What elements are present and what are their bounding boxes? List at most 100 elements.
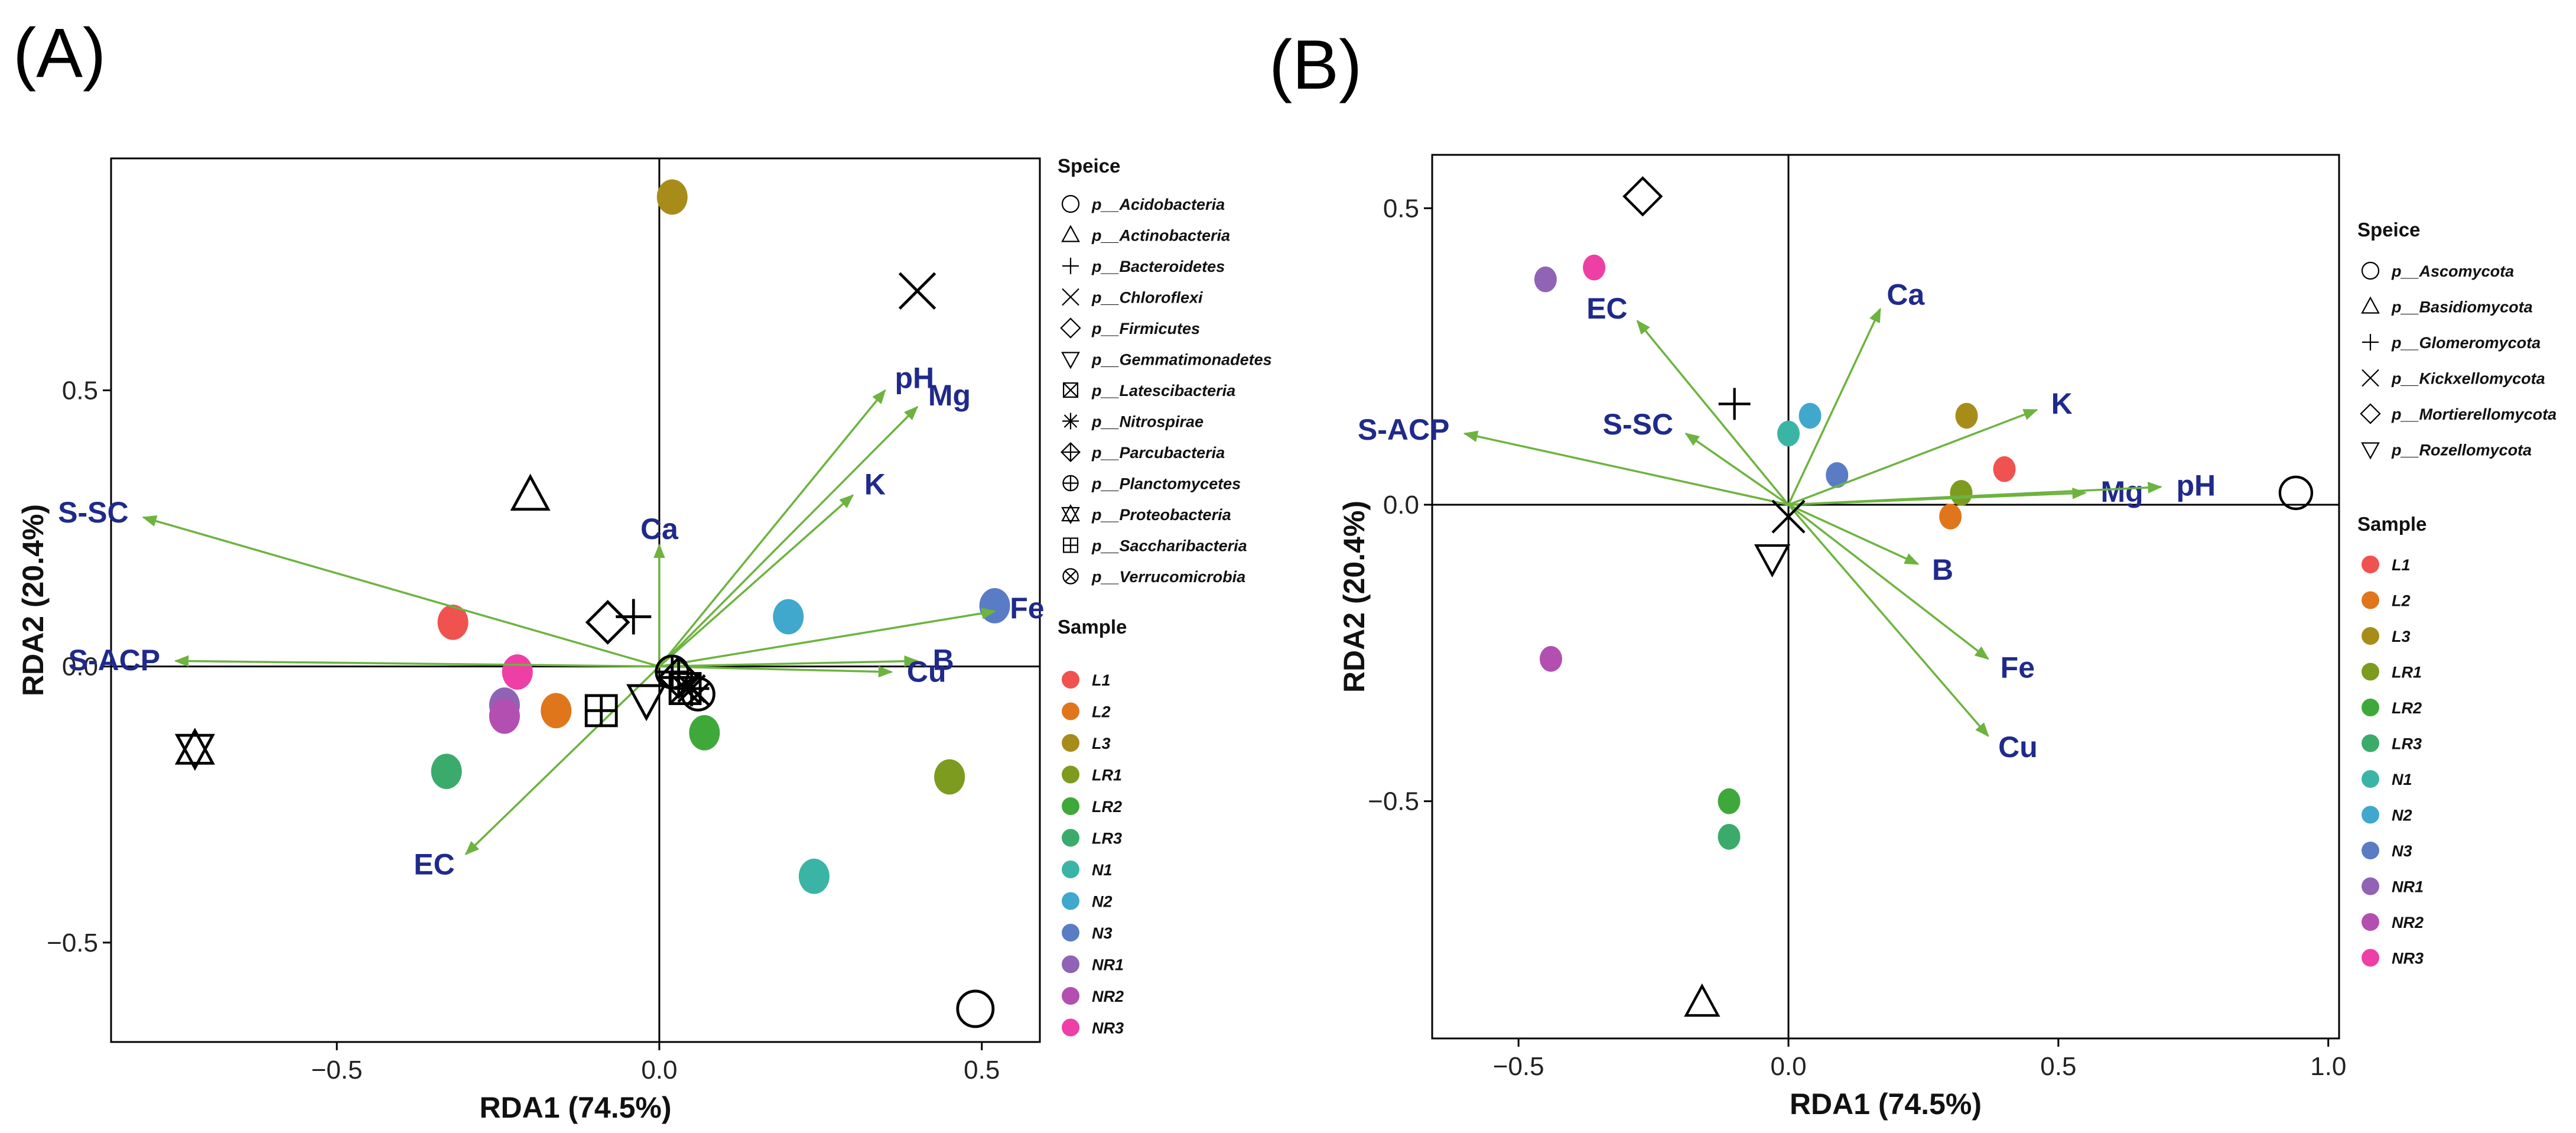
y-tick-label: 0.0	[62, 652, 98, 681]
sample-point-nr2	[489, 698, 520, 734]
species-point-circle-plus	[655, 654, 690, 690]
vector-label-ph: pH	[2176, 469, 2216, 502]
sample-point-n1	[1777, 420, 1800, 447]
species-point-triangle-down	[626, 684, 667, 722]
sample-point-lr3	[431, 754, 462, 790]
y-tick-label: 0.5	[1383, 194, 1419, 223]
legend-sample-n3-swatch	[1062, 924, 1079, 942]
species-point-cross	[1771, 499, 1806, 534]
legend-species-square-plus-icon	[1062, 537, 1079, 553]
sample-point-lr2	[1718, 788, 1741, 814]
legend-species-label: p__Gemmatimonadetes	[1091, 351, 1272, 369]
sample-point-l2	[541, 693, 572, 729]
panel-a: (A) −0.5 0.0 0.5 −0.5 0.0 0.5 RDA1 (74.5%) RDA2 …	[13, 14, 1272, 1124]
vector-ca	[1787, 307, 1881, 505]
sample-point-n1	[798, 858, 830, 894]
vector-label-s-sc: S-SC	[58, 496, 128, 529]
legend-sample-l2-swatch	[1062, 702, 1079, 720]
y-tick-label: 0.0	[1383, 491, 1419, 520]
legend-sample-label: N1	[1092, 861, 1113, 879]
y-tick-label: −0.5	[1368, 787, 1419, 816]
sample-point-l1	[437, 604, 469, 640]
legend-sample-nr3-swatch	[1062, 1018, 1079, 1037]
vector-label-ph: pH	[895, 361, 934, 394]
legend-species-hourglass-icon	[1061, 504, 1080, 525]
sample-point-l1	[1993, 456, 2016, 482]
legend-species-label: p__Acidobacteria	[1091, 196, 1225, 213]
legend-species-circle-plus-icon	[1062, 475, 1079, 492]
legend-sample-lr2-swatch	[1062, 797, 1079, 815]
species-legend-title: Speice	[1058, 155, 1120, 177]
vector-label-cu: Cu	[1998, 731, 2038, 764]
legend-species-label: p__Nitrospirae	[1091, 413, 1204, 431]
sample-point-n3	[1826, 462, 1849, 488]
legend-sample-lr3-swatch	[2362, 734, 2379, 752]
sample-point-lr3	[1718, 824, 1741, 850]
legend-sample-n2-swatch	[2362, 806, 2379, 824]
legend-sample-l3-swatch	[1062, 734, 1079, 752]
legend-sample-nr1-swatch	[1062, 955, 1079, 973]
sample-point-nr2	[1540, 646, 1563, 672]
legend-species-cross-icon	[2362, 369, 2379, 387]
legend-sample-label: LR3	[2392, 735, 2422, 753]
legend-species-plus-icon	[2362, 334, 2379, 350]
sample-point-n2	[1798, 402, 1822, 429]
legend-species-label: p__Mortierellomycota	[2391, 405, 2557, 423]
sample-point-lr1	[1950, 480, 1973, 506]
vector-label-mg: Mg	[2101, 475, 2144, 508]
vector-label-cu: Cu	[907, 655, 947, 689]
legend-sample-label: N2	[2392, 807, 2412, 824]
plot-frame	[1431, 154, 2340, 1040]
legend-sample-lr1-swatch	[1062, 765, 1079, 784]
legend-species-cross-icon	[1062, 288, 1079, 306]
vector-label-fe: Fe	[2001, 651, 2035, 684]
legend-species-circle-icon	[1061, 194, 1080, 213]
vector-s-acp	[1463, 430, 1789, 506]
legend-species-label: p__Glomeromycota	[2391, 334, 2541, 352]
x-tick-label: 1.0	[2310, 1052, 2346, 1081]
panel-label: (B)	[1269, 26, 1362, 104]
x-tick-label: −0.5	[311, 1056, 363, 1085]
legend-sample-nr2-swatch	[2362, 913, 2379, 931]
legend-sample-nr1-swatch	[2362, 877, 2379, 895]
species-point-plus	[1718, 388, 1751, 420]
vector-k	[658, 494, 854, 667]
species-point-square-plus	[584, 694, 618, 728]
legend-sample-label: NR2	[2392, 914, 2424, 931]
sample-point-l3	[1955, 402, 1978, 429]
vector-s-sc	[142, 515, 660, 668]
sample-point-n2	[773, 599, 804, 635]
legend-species-label: p__Saccharibacteria	[1091, 537, 1247, 555]
vector-ec	[1636, 320, 1790, 506]
sample-point-nr3	[502, 654, 533, 690]
sample-point-l3	[656, 179, 688, 215]
legend-sample-label: L3	[1092, 735, 1111, 752]
legend-species-label: p__Kickxellomycota	[2391, 370, 2545, 388]
panel-b: (B) −0.5 0.0 0.5 1.0 −0.5 0.0 0.5 RDA1 (74.5%) RD…	[1269, 26, 2557, 1121]
legend-sample-n3-swatch	[2362, 842, 2379, 859]
vector-label-mg: Mg	[928, 379, 971, 412]
x-axis-title: RDA1 (74.5%)	[479, 1091, 671, 1124]
sample-point-n3	[979, 587, 1010, 624]
x-tick-label: −0.5	[1493, 1052, 1544, 1081]
vector-label-ec: EC	[414, 848, 454, 881]
vector-ec	[464, 665, 661, 856]
legend-species-label: p__Actinobacteria	[1091, 227, 1230, 245]
sample-point-nr3	[1583, 254, 1606, 281]
sample-point-l2	[1939, 504, 1962, 530]
legend-species-label: p__Parcubacteria	[1091, 444, 1225, 462]
sample-legend-title: Sample	[2357, 513, 2427, 535]
x-tick-label: 0.5	[964, 1056, 1000, 1085]
legend-sample-label: NR3	[2392, 950, 2424, 968]
species-point-circle-cross	[681, 676, 715, 712]
legend-sample-label: L2	[2392, 592, 2411, 610]
legend-sample-label: LR2	[2392, 699, 2422, 717]
legend-sample-label: L2	[1092, 703, 1111, 721]
legend-sample-l2-swatch	[2362, 591, 2379, 609]
vector-k	[1788, 408, 2038, 506]
legend-sample-label: L1	[2392, 556, 2411, 574]
legend-sample-label: LR1	[1092, 767, 1122, 784]
vector-label-ca: Ca	[640, 512, 679, 546]
vector-cu	[1787, 504, 1989, 738]
